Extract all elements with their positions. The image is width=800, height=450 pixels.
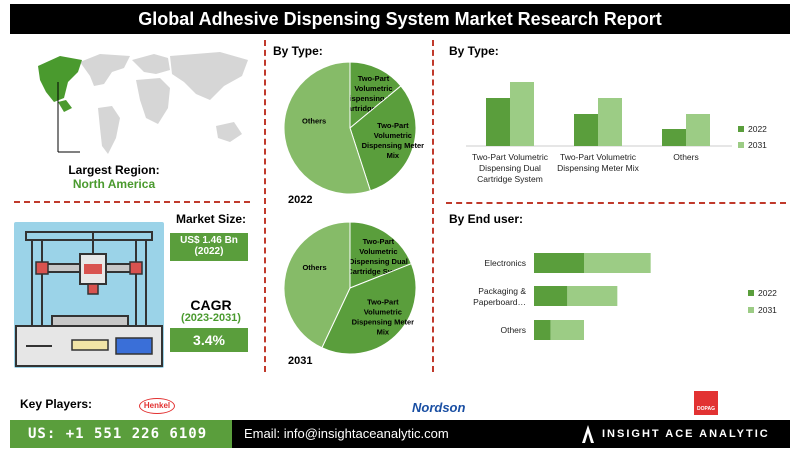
enduser-bar-1-0 bbox=[534, 286, 568, 306]
phone-number[interactable]: US: +1 551 226 6109 bbox=[10, 420, 232, 448]
divider-right bbox=[432, 40, 434, 372]
pie-slice-1-1 bbox=[321, 263, 417, 355]
pie-slice-0-2 bbox=[283, 61, 372, 195]
enduser-category-2: Others bbox=[500, 325, 526, 335]
enduser-bar-1-1 bbox=[567, 286, 618, 306]
market-size-box: US$ 1.46 Bn (2022) bbox=[170, 233, 248, 261]
pie-label-0-2: Others bbox=[302, 117, 326, 126]
market-size-label: Market Size: bbox=[175, 212, 247, 226]
market-size-value: US$ 1.46 Bn bbox=[180, 235, 238, 246]
enduser-bar-2-1 bbox=[550, 320, 584, 340]
nordson-logo: Nordson bbox=[412, 400, 466, 415]
divider-region bbox=[14, 201, 250, 203]
pie-section-title: By Type: bbox=[273, 44, 323, 58]
pie-2031-year: 2031 bbox=[288, 355, 312, 367]
pie-label-1-0: Two-Part Volumetric Dispensing Dual Cartrid… bbox=[347, 237, 409, 276]
enduser-bar-chart: Electronics Packaging & Paperboard… Others 2… bbox=[473, 253, 777, 340]
enduser-legend-swatch-1 bbox=[748, 307, 754, 313]
cagr-period: (2023-2031) bbox=[181, 312, 241, 324]
type-legend-label-0: 2022 bbox=[748, 124, 767, 134]
cagr-value: 3.4% bbox=[170, 328, 248, 352]
key-players-label: Key Players: bbox=[20, 397, 93, 411]
type-legend-swatch-0 bbox=[738, 126, 744, 132]
type-legend-swatch-1 bbox=[738, 142, 744, 148]
enduser-bar-0-1 bbox=[584, 253, 651, 273]
email-contact[interactable]: Email: info@insightaceanalytic.com bbox=[232, 420, 572, 448]
dopag-logo: DOPAG bbox=[694, 391, 718, 415]
bar-section-title: By Type: bbox=[449, 44, 499, 58]
region-value: North America bbox=[72, 177, 156, 191]
world-map bbox=[38, 52, 248, 154]
brand-name: INSIGHT ACE ANALYTIC bbox=[572, 420, 790, 448]
enduser-legend-swatch-0 bbox=[748, 290, 754, 296]
type-bar-2-0 bbox=[662, 129, 686, 146]
type-bar-1-1 bbox=[598, 98, 622, 146]
type-bar-0-0 bbox=[486, 98, 510, 146]
enduser-legend-label-1: 2031 bbox=[758, 305, 777, 315]
pie-slice-1-2 bbox=[283, 221, 351, 349]
enduser-category-1: Packaging & Paperboard… bbox=[473, 286, 526, 307]
region-label: Largest Region: bbox=[68, 163, 160, 177]
pie-2022-year: 2022 bbox=[288, 194, 312, 206]
pie-label-1-2: Others bbox=[302, 263, 326, 272]
type-bar-1-0 bbox=[574, 114, 598, 146]
pie-slice-0-1 bbox=[349, 85, 417, 192]
cagr-label: CAGR bbox=[190, 297, 232, 313]
dispenser-machine-icon bbox=[14, 222, 164, 368]
pie-slice-0-0 bbox=[349, 61, 402, 130]
market-size-year: (2022) bbox=[194, 246, 224, 257]
type-bar-category-1: Two-Part Volumetric Dispensing Meter Mix bbox=[557, 152, 639, 173]
enduser-bar-0-0 bbox=[534, 253, 584, 273]
divider-left bbox=[264, 40, 266, 372]
page-title: Global Adhesive Dispensing System Market… bbox=[10, 4, 790, 34]
pie-slice-1-0 bbox=[349, 221, 413, 289]
enduser-legend-label-0: 2022 bbox=[758, 288, 777, 298]
pie-label-0-1: Two-Part Volumetric Dispensing Meter Mix bbox=[362, 121, 425, 160]
brand-logo-icon bbox=[582, 425, 594, 443]
enduser-bar-2-0 bbox=[534, 320, 551, 340]
pie-charts: 2022 2031 Two-Part Volumetric Dispensing D… bbox=[283, 61, 425, 367]
type-bar-chart: Two-Part Volumetric Dispensing Dual Cartri… bbox=[466, 82, 767, 184]
divider-charts bbox=[446, 202, 786, 204]
enduser-category-0: Electronics bbox=[484, 258, 526, 268]
type-bar-0-1 bbox=[510, 82, 534, 146]
type-bar-2-1 bbox=[686, 114, 710, 146]
pie-label-1-1: Two-Part Volumetric Dispensing Meter Mix bbox=[352, 297, 415, 336]
north-america-highlight bbox=[38, 56, 82, 102]
henkel-logo: Henkel bbox=[139, 398, 175, 414]
type-bar-category-2: Others bbox=[673, 152, 699, 162]
type-legend-label-1: 2031 bbox=[748, 140, 767, 150]
enduser-section-title: By End user: bbox=[449, 212, 524, 226]
type-bar-category-0: Two-Part Volumetric Dispensing Dual Cartri… bbox=[472, 152, 549, 184]
